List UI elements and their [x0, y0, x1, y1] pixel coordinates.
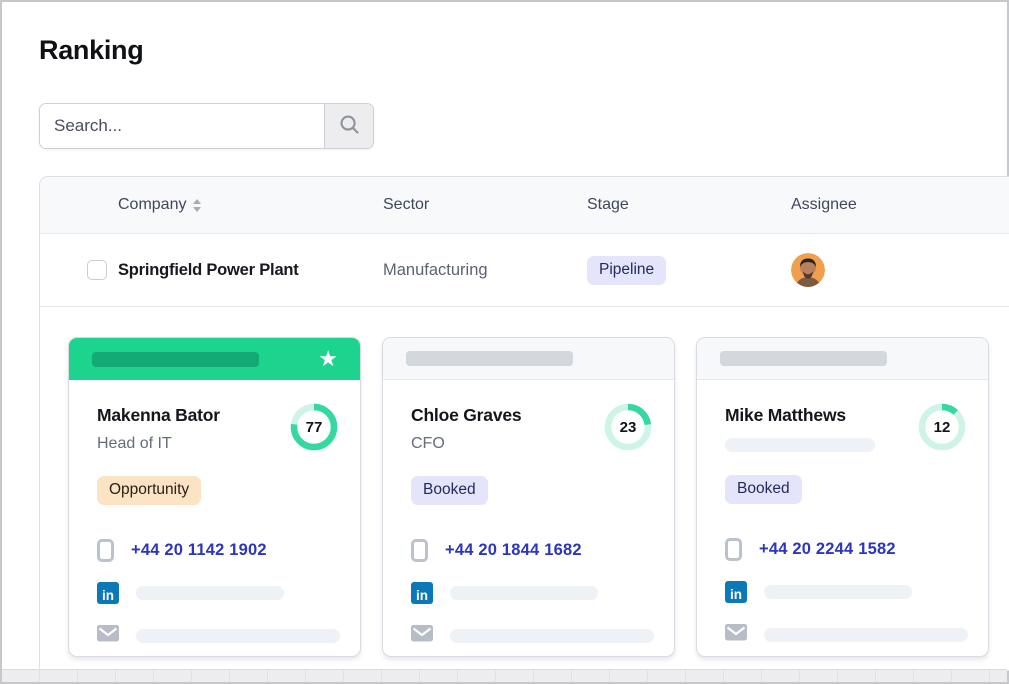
linkedin-placeholder-bar — [450, 586, 598, 600]
stage-badge: Booked — [725, 475, 802, 504]
person-title: Head of IT — [97, 435, 172, 452]
score-ring: 23 — [602, 401, 654, 453]
person-name: Chloe Graves — [411, 405, 522, 425]
phone-icon — [97, 538, 114, 562]
linkedin-icon[interactable]: in — [725, 581, 747, 603]
search-input[interactable] — [40, 104, 324, 148]
phone-icon — [411, 538, 428, 562]
sector-value: Manufacturing — [383, 260, 488, 279]
contact-cards-section: ★ Makenna Bator Head of IT 77 Opportunit… — [40, 307, 1009, 670]
contact-card-mike-matthews[interactable]: Mike Matthews 12 Booked +44 20 2244 1582 — [696, 337, 989, 657]
envelope-icon[interactable] — [97, 625, 119, 647]
column-header-stage: Stage — [587, 196, 629, 213]
horizontal-scrollbar[interactable] — [2, 669, 1007, 682]
contact-card-chloe-graves[interactable]: Chloe Graves CFO 23 Booked +44 20 1844 1… — [382, 337, 675, 657]
assignee-avatar — [791, 253, 1009, 287]
magnifier-icon — [338, 113, 361, 139]
table-header-row: Company Sector Stage Assignee — [40, 177, 1009, 234]
linkedin-row: in — [725, 580, 968, 604]
score-value: 12 — [933, 418, 951, 436]
card-header — [383, 338, 674, 380]
phone-link[interactable]: +44 20 1844 1682 — [445, 540, 582, 559]
score-value: 23 — [619, 418, 637, 436]
linkedin-row: in — [411, 581, 654, 605]
score-value: 77 — [305, 418, 323, 436]
envelope-icon[interactable] — [411, 625, 433, 647]
score-ring: 12 — [916, 401, 968, 453]
email-placeholder-bar — [136, 629, 340, 643]
column-header-company[interactable]: Company — [118, 196, 383, 214]
header-placeholder-bar — [720, 351, 887, 366]
envelope-icon[interactable] — [725, 624, 747, 646]
stage-badge: Opportunity — [97, 476, 202, 505]
phone-row: +44 20 1844 1682 — [411, 538, 654, 562]
linkedin-placeholder-bar — [764, 585, 912, 599]
company-name: Springfield Power Plant — [118, 260, 299, 279]
table-row-springfield[interactable]: Springfield Power Plant Manufacturing Pi… — [40, 234, 1009, 307]
person-name: Mike Matthews — [725, 405, 846, 425]
card-header-highlighted: ★ — [69, 338, 360, 380]
search-bar — [39, 103, 374, 149]
phone-row: +44 20 2244 1582 — [725, 537, 968, 561]
column-header-sector: Sector — [383, 196, 430, 213]
email-placeholder-bar — [450, 629, 654, 643]
email-row — [411, 624, 654, 648]
card-header — [697, 338, 988, 380]
phone-icon — [725, 537, 742, 561]
linkedin-placeholder-bar — [136, 586, 284, 600]
star-icon[interactable]: ★ — [318, 346, 338, 371]
person-name: Makenna Bator — [97, 405, 220, 425]
linkedin-icon[interactable]: in — [411, 582, 433, 604]
linkedin-icon[interactable]: in — [97, 582, 119, 604]
stage-badge: Pipeline — [587, 255, 667, 285]
phone-row: +44 20 1142 1902 — [97, 538, 340, 562]
phone-link[interactable]: +44 20 2244 1582 — [759, 539, 896, 558]
header-placeholder-bar — [406, 351, 573, 366]
person-title: CFO — [411, 435, 445, 452]
stage-badge: Booked — [411, 476, 488, 505]
search-button[interactable] — [324, 104, 373, 148]
page-title: Ranking — [39, 35, 144, 65]
header-placeholder-bar — [92, 351, 259, 367]
email-row — [725, 623, 968, 647]
column-header-assignee: Assignee — [791, 196, 857, 213]
ranking-table: Company Sector Stage Assignee Springfiel… — [39, 176, 1009, 671]
email-placeholder-bar — [764, 628, 968, 642]
linkedin-row: in — [97, 581, 340, 605]
row-checkbox[interactable] — [87, 260, 107, 280]
contact-card-makenna-bator[interactable]: ★ Makenna Bator Head of IT 77 Opportunit… — [68, 337, 361, 657]
email-row — [97, 624, 340, 648]
title-placeholder-bar — [725, 438, 875, 452]
sort-icon[interactable] — [193, 199, 202, 212]
score-ring: 77 — [288, 401, 340, 453]
phone-link[interactable]: +44 20 1142 1902 — [131, 540, 267, 559]
